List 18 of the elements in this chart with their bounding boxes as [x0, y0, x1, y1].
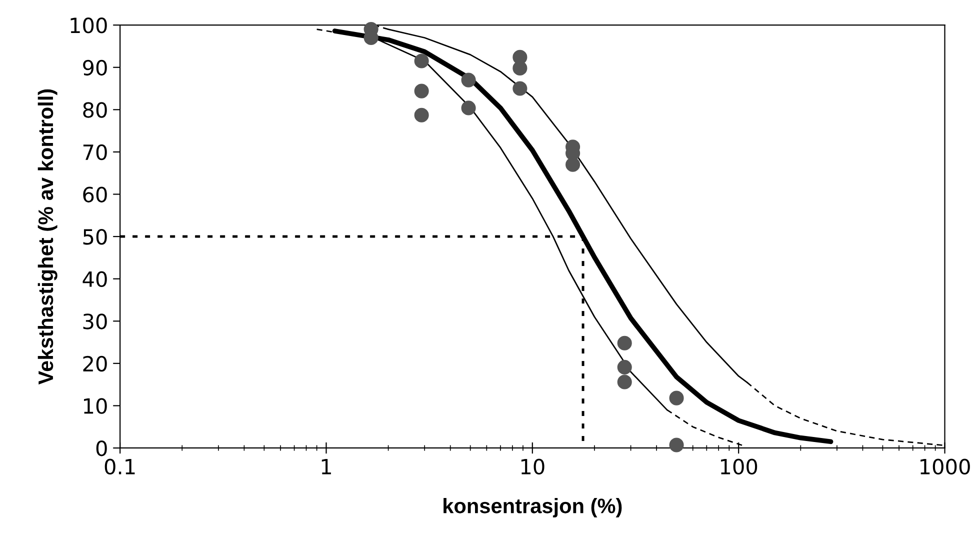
y-tick-label: 60 — [83, 186, 107, 202]
y-tick-label: 90 — [83, 60, 107, 76]
x-tick-label: 1000 — [920, 458, 970, 475]
y-tick-label: 0 — [96, 440, 107, 456]
x-tick-label: 1 — [322, 459, 331, 474]
y-tick-label: 70 — [83, 144, 107, 160]
y-tick-label: 40 — [82, 271, 107, 288]
x-tick-label: 10 — [521, 458, 544, 475]
x-tick-label: 100 — [720, 458, 758, 475]
x-tick-label: 0.1 — [104, 458, 135, 475]
x-axis-title: konsentrasjon (%) — [444, 498, 622, 518]
y-axis-title: Veksthastighet (% av kontroll) — [38, 89, 58, 385]
y-tick-label: 30 — [83, 314, 107, 330]
y-tick-label: 80 — [83, 102, 107, 118]
y-tick-label: 20 — [83, 356, 107, 372]
y-tick-label: 100 — [70, 18, 107, 34]
y-tick-label: 10 — [84, 398, 107, 414]
y-tick-label: 50 — [83, 228, 107, 245]
